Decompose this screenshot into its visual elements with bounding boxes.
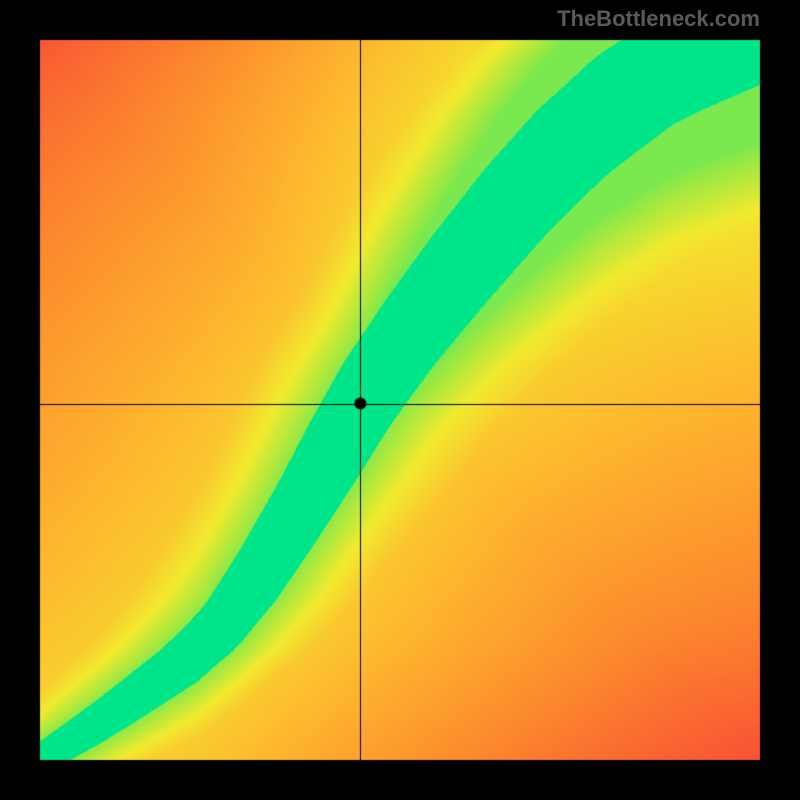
watermark-text: TheBottleneck.com <box>557 6 760 32</box>
bottleneck-heatmap <box>0 0 800 800</box>
chart-container: TheBottleneck.com <box>0 0 800 800</box>
